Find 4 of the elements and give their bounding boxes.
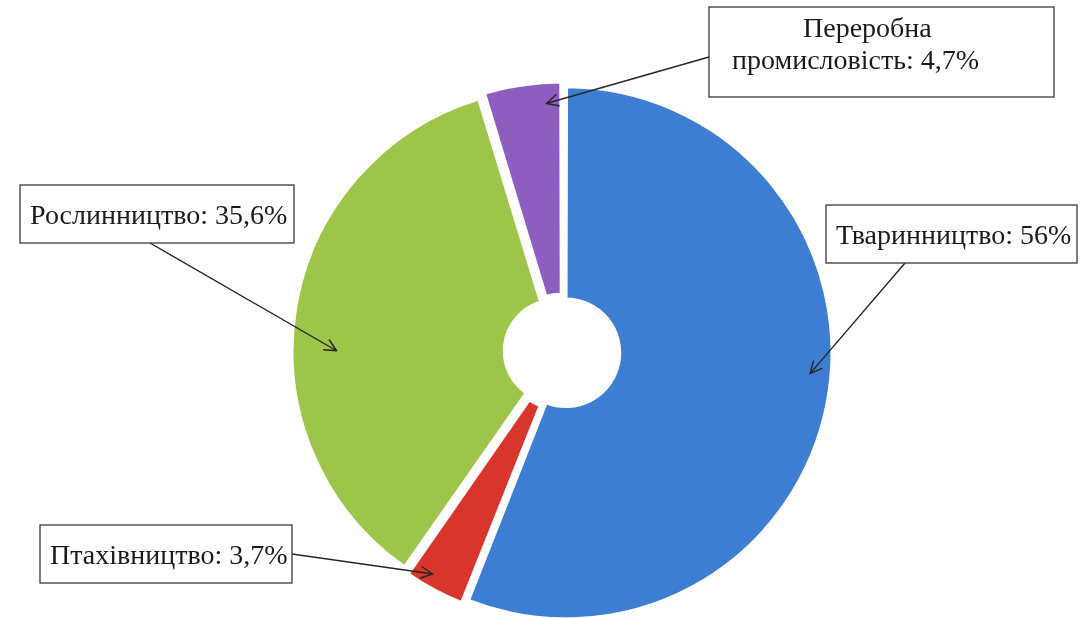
slice-label: Птахівництво: 3,7% — [50, 538, 288, 571]
slice-label: Тваринництво: 56% — [836, 218, 1072, 251]
slice-label: Рослинництво: 35,6% — [30, 198, 288, 231]
slice-label: Переробна промисловість: 4,7% — [732, 11, 980, 76]
